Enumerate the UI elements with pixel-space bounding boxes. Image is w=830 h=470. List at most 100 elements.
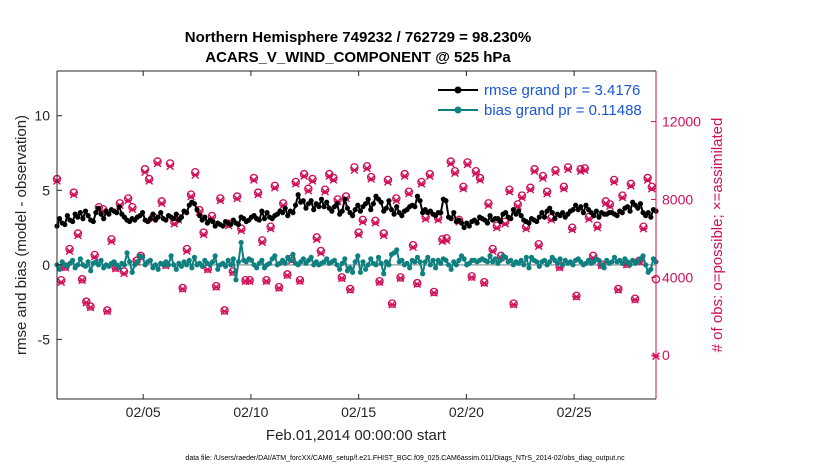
rmse-point — [209, 218, 216, 225]
bias-point — [536, 263, 542, 269]
obs-possible-point — [450, 166, 460, 176]
rmse-point — [593, 208, 599, 214]
obs-possible-point — [354, 228, 363, 237]
obs-possible-point — [475, 173, 485, 183]
obs-assimilated-point — [480, 279, 489, 288]
bias-point — [443, 257, 449, 263]
rmse-point — [578, 204, 584, 210]
obs-possible-point — [480, 277, 489, 287]
obs-possible-point — [538, 171, 548, 181]
obs-assimilated-point — [526, 185, 535, 194]
obs-assimilated-point — [421, 215, 430, 223]
rmse-point — [487, 213, 493, 219]
obs-possible-point — [429, 287, 439, 297]
bias-point — [386, 262, 392, 268]
bias-point — [215, 266, 221, 272]
obs-possible-point — [467, 272, 476, 281]
obs-assimilated-point — [442, 236, 451, 245]
obs-assimilated-point — [317, 249, 325, 257]
obs-possible-point — [153, 157, 162, 166]
obs-possible-point — [345, 284, 355, 294]
obs-possible-point — [220, 306, 229, 315]
bias-point — [173, 266, 179, 272]
rmse-point — [526, 220, 532, 226]
rmse-point — [534, 218, 540, 225]
rmse-point — [178, 214, 185, 220]
bias-point — [375, 254, 382, 260]
legend-rmse-marker — [454, 86, 462, 94]
bias-point — [627, 262, 633, 268]
obs-possible-point — [266, 222, 275, 231]
obs-possible-point — [618, 191, 627, 200]
bias-point — [518, 257, 524, 263]
rmse-point — [329, 208, 335, 214]
obs-possible-point — [216, 194, 225, 203]
obs-assimilated-point — [384, 178, 392, 186]
rmse-point — [536, 214, 542, 220]
obs-possible-point — [509, 299, 518, 308]
legend-bias-marker — [454, 106, 462, 114]
rmse-point — [342, 196, 348, 202]
obs-possible-point — [396, 273, 405, 282]
bias-point — [427, 262, 434, 268]
y-left-tick-label-2: 0 — [42, 257, 50, 273]
obs-possible-point — [408, 240, 418, 250]
obs-possible-point — [107, 235, 116, 244]
obs-possible-point — [484, 199, 493, 208]
obs-possible-point — [400, 169, 409, 179]
rmse-point — [163, 217, 169, 223]
rmse-point — [547, 205, 553, 211]
obs-possible-point — [123, 194, 133, 203]
obs-possible-point — [182, 244, 192, 254]
x-axis-label: Feb.01,2014 00:00:00 start — [266, 427, 447, 444]
rmse-point — [334, 201, 340, 207]
y-left-tick-label-1: -5 — [38, 331, 51, 347]
obs-possible-point — [647, 182, 657, 192]
bias-point — [339, 260, 345, 266]
obs-possible-point — [77, 275, 87, 284]
rmse-point — [350, 213, 356, 219]
obs-possible-point — [609, 175, 619, 185]
rmse-point — [220, 223, 226, 229]
obs-assimilated-point — [471, 169, 480, 178]
bias-point — [212, 253, 218, 259]
obs-possible-point — [463, 158, 472, 167]
obs-possible-point — [446, 157, 455, 166]
obs-assimilated-point — [614, 286, 623, 294]
bias-point — [422, 259, 428, 265]
obs-possible-point — [320, 185, 330, 194]
bias-point — [640, 253, 646, 259]
obs-assimilated-point — [417, 180, 426, 188]
obs-assimilated-point — [237, 226, 246, 235]
obs-possible-point — [383, 175, 393, 185]
rmse-point — [357, 208, 363, 214]
rmse-point — [461, 224, 467, 231]
obs-possible-point — [593, 221, 602, 231]
obs-possible-point — [392, 194, 401, 203]
legend-rmse-label: rmse grand pr = 3.4176 — [484, 82, 640, 99]
rmse-point — [139, 210, 146, 216]
obs-possible-point — [253, 188, 263, 197]
obs-assimilated-point — [275, 284, 283, 292]
obs-possible-point — [580, 164, 590, 173]
obs-assimilated-point — [392, 196, 401, 205]
obs-assimilated-point — [166, 162, 174, 171]
bias-point — [209, 259, 216, 265]
y-right-tick-label-2: 4000 — [662, 269, 693, 285]
rmse-point — [362, 201, 369, 207]
obs-assimilated-point — [367, 175, 376, 183]
obs-assimilated-point — [539, 174, 547, 182]
obs-assimilated-point — [413, 280, 422, 289]
bias-point — [116, 265, 122, 271]
rmse-point — [368, 207, 374, 213]
obs-assimilated-point — [300, 172, 309, 181]
obs-assimilated-point — [643, 176, 652, 184]
obs-possible-point — [157, 197, 166, 206]
obs-possible-point — [530, 165, 539, 174]
rmse-point — [510, 207, 516, 213]
bias-point — [407, 265, 413, 271]
obs-assimilated-point — [182, 247, 191, 255]
obs-possible-point — [128, 203, 137, 212]
bias-point — [596, 257, 602, 263]
obs-possible-point — [232, 192, 242, 201]
